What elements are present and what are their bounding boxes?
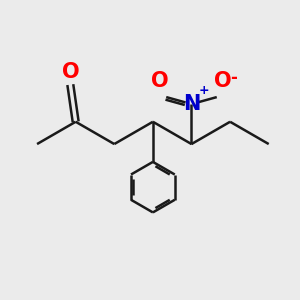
Text: +: + — [199, 83, 210, 97]
Text: -: - — [230, 69, 237, 87]
Text: O: O — [214, 71, 232, 92]
Text: N: N — [183, 94, 200, 114]
Text: O: O — [61, 61, 79, 82]
Text: O: O — [151, 71, 168, 92]
